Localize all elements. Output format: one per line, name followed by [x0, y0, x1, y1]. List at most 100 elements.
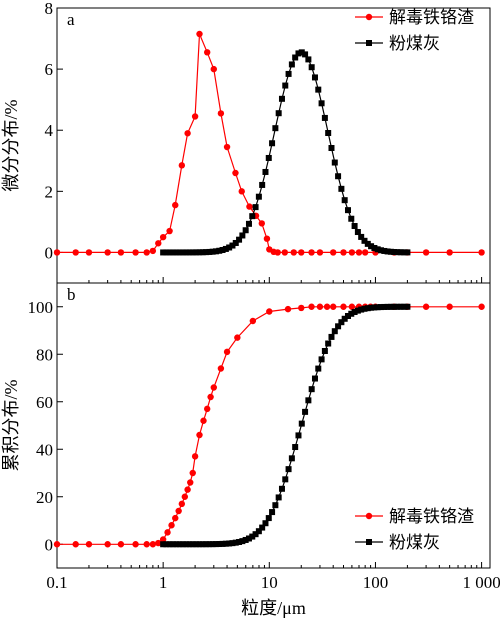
data-point — [295, 50, 302, 57]
data-point — [175, 507, 182, 515]
data-point — [212, 248, 219, 255]
data-point — [328, 145, 335, 152]
data-point — [401, 303, 408, 310]
x-axis-label: 粒度/μm — [241, 598, 306, 618]
data-point — [132, 249, 139, 256]
data-point — [311, 375, 318, 382]
data-point — [170, 541, 177, 548]
data-point — [53, 541, 61, 548]
data-point — [292, 54, 299, 61]
data-point — [377, 304, 384, 311]
data-point — [259, 524, 266, 531]
y-tick-label: 80 — [36, 345, 53, 364]
data-point — [104, 541, 111, 548]
data-point — [193, 541, 200, 548]
data-point — [210, 384, 217, 391]
data-point — [206, 541, 213, 548]
data-point — [397, 303, 404, 310]
x-tick-label: 100 — [363, 573, 389, 592]
data-point — [348, 249, 356, 256]
data-point — [160, 541, 167, 548]
data-point — [321, 348, 328, 355]
data-point — [85, 249, 93, 256]
data-point — [478, 303, 485, 310]
y-tick-label: 6 — [45, 60, 54, 79]
legend-marker — [365, 512, 373, 520]
data-point — [104, 249, 111, 256]
data-point — [368, 243, 375, 250]
data-point — [223, 143, 231, 151]
data-point — [308, 64, 315, 71]
data-point — [245, 220, 252, 227]
data-point — [252, 531, 259, 538]
plot-frame — [56, 282, 491, 569]
data-point — [266, 308, 273, 315]
data-point — [305, 56, 312, 63]
data-point — [384, 248, 391, 255]
data-point — [394, 249, 401, 256]
data-point — [203, 541, 210, 548]
data-point — [295, 432, 302, 439]
data-point — [183, 541, 190, 548]
data-point — [358, 233, 365, 240]
data-point — [249, 213, 256, 220]
y-tick-label: 0 — [45, 535, 54, 554]
data-point — [446, 303, 453, 310]
data-point — [149, 247, 157, 255]
data-point — [384, 303, 391, 310]
data-point — [391, 249, 398, 256]
data-point — [361, 237, 368, 244]
data-point — [176, 249, 183, 256]
data-point — [200, 417, 207, 424]
series-red — [53, 30, 485, 256]
data-point — [348, 310, 355, 317]
data-point — [282, 82, 289, 89]
data-point — [234, 334, 241, 341]
data-point — [159, 536, 167, 543]
data-point — [331, 328, 338, 335]
y-tick-label: 100 — [28, 298, 54, 317]
data-point — [199, 249, 206, 256]
data-point — [361, 249, 369, 256]
data-point — [361, 305, 368, 312]
data-point — [478, 249, 485, 256]
data-point — [209, 248, 216, 255]
data-point — [371, 304, 378, 311]
data-point — [258, 220, 266, 227]
data-point — [265, 515, 272, 522]
data-point — [85, 541, 93, 548]
y-tick-label: 4 — [45, 121, 54, 140]
data-point — [321, 114, 328, 121]
data-point — [242, 227, 249, 234]
data-point — [323, 303, 331, 310]
data-point — [331, 159, 338, 166]
legend-entry: 解毒铁铬渣 — [355, 507, 474, 526]
data-point — [387, 303, 394, 310]
series-black — [160, 303, 411, 548]
data-point — [298, 249, 305, 256]
data-point — [368, 304, 375, 311]
data-point — [288, 455, 295, 462]
data-point — [143, 249, 150, 256]
data-point — [72, 541, 79, 548]
legend-entry: 解毒铁铬渣 — [355, 8, 474, 27]
data-point — [338, 319, 345, 326]
data-point — [196, 249, 203, 256]
data-point — [262, 520, 269, 527]
data-point — [196, 431, 203, 439]
data-point — [381, 303, 388, 310]
data-point — [196, 541, 203, 548]
data-point — [335, 323, 342, 330]
data-point — [285, 70, 292, 77]
data-point — [284, 305, 292, 313]
data-point — [173, 249, 180, 256]
data-point — [316, 303, 324, 310]
data-point — [351, 223, 358, 230]
data-point — [222, 245, 229, 252]
data-point — [315, 365, 322, 372]
data-point — [181, 493, 189, 500]
data-point — [344, 207, 351, 214]
data-point — [290, 249, 297, 256]
data-point — [172, 514, 179, 522]
